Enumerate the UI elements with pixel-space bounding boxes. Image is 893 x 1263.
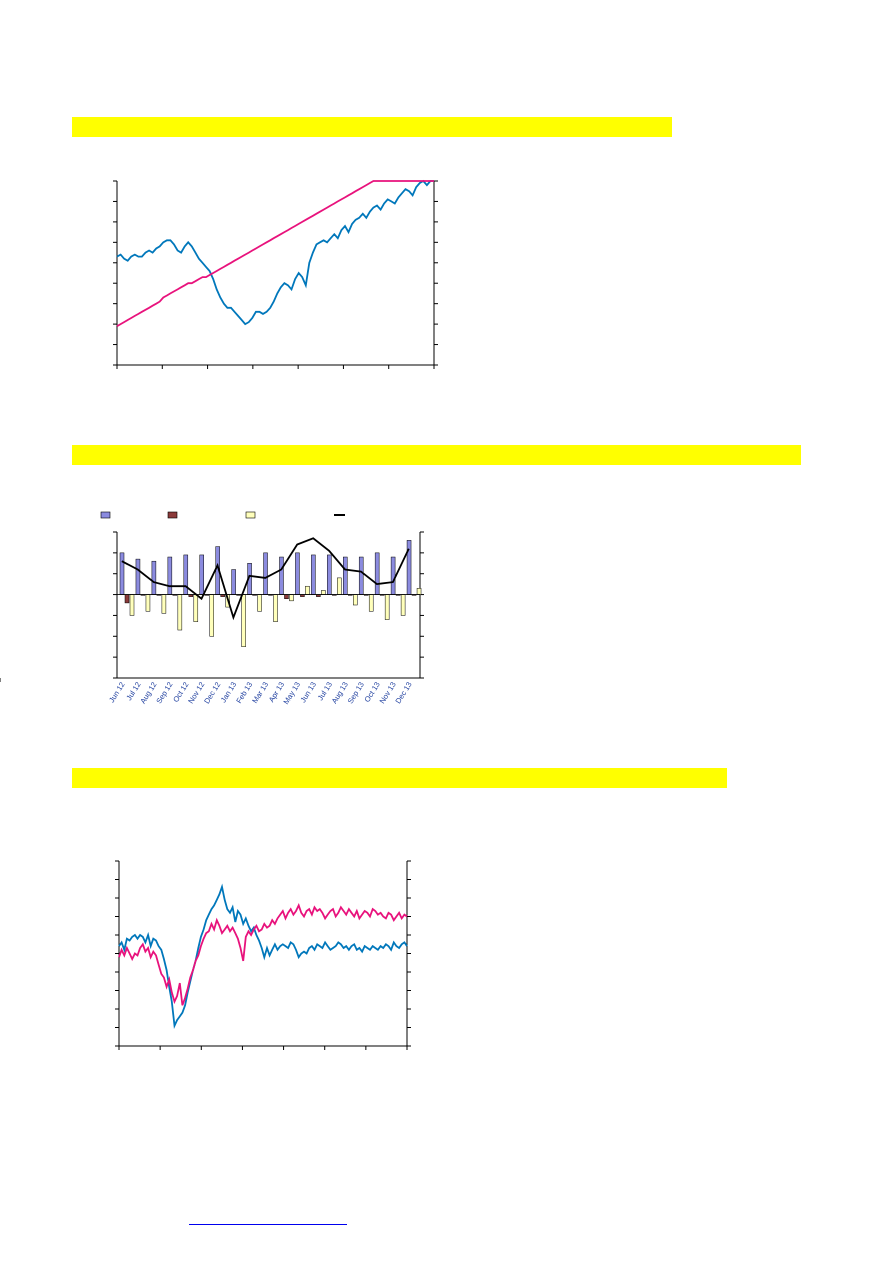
section-band-3 bbox=[72, 768, 727, 788]
chart2-bar-1-Jul-12 bbox=[135, 558, 141, 595]
chart2-bar-3-Jul-13 bbox=[337, 577, 342, 595]
chart2-bar-3-Aug-13 bbox=[353, 594, 358, 606]
footer-link[interactable] bbox=[189, 1210, 347, 1225]
chart3-series-1-line bbox=[118, 883, 408, 1029]
chart2-bar-3-Nov-13 bbox=[400, 594, 406, 616]
section-band-2 bbox=[72, 445, 801, 465]
chart2-bar-1-Jun-12 bbox=[119, 552, 125, 595]
chart2-bar-3-Oct-13 bbox=[384, 594, 390, 620]
chart2-legend-swatch-1 bbox=[100, 511, 111, 519]
chart2-bar-1-Aug-12 bbox=[151, 560, 157, 595]
chart2-bar-3-Feb-13 bbox=[257, 594, 262, 612]
chart2-bar-3-Sep-13 bbox=[368, 594, 374, 612]
chart2-bar-3-Oct-12 bbox=[193, 594, 199, 622]
chart2-bar-1-Nov-12 bbox=[199, 554, 204, 595]
chart2-bar-3-Dec-13 bbox=[416, 588, 422, 595]
chart2-legend-swatch-3 bbox=[245, 511, 256, 519]
chart2-bar-1-Dec-13 bbox=[406, 540, 412, 595]
chart2-bar-3-Jan-13 bbox=[241, 594, 246, 647]
chart2-bar-1-Oct-12 bbox=[183, 554, 189, 595]
chart2-bar-2-Apr-13 bbox=[284, 594, 289, 599]
chart1-series-2-line bbox=[116, 180, 434, 327]
chart2-x-tick-label: Mar 13 bbox=[250, 680, 270, 705]
chart2-bar-3-Sep-12 bbox=[177, 594, 183, 631]
chart2-bar-1-Nov-13 bbox=[390, 556, 396, 595]
chart2-bar-1-Jan-13 bbox=[231, 569, 236, 595]
chart2-x-tick-label: Dec 13 bbox=[393, 680, 413, 705]
chart2-legend-swatch-2 bbox=[167, 511, 178, 519]
chart2-bar-1-Jul-13 bbox=[327, 554, 332, 595]
chart2-bar-1-Mar-13 bbox=[263, 552, 268, 595]
chart2-bar-1-Sep-12 bbox=[167, 556, 173, 595]
chart2-bar-1-Jun-13 bbox=[311, 554, 316, 595]
chart2-x-tick-label: Sep 13 bbox=[346, 680, 366, 705]
chart2-bar-3-Mar-13 bbox=[273, 594, 278, 622]
chart2-line-series bbox=[121, 537, 410, 621]
chart2-bar-3-Aug-12 bbox=[161, 594, 167, 614]
chart2-x-tick-label: Jun 12 bbox=[107, 680, 127, 704]
chart1-series-1-line bbox=[116, 179, 434, 326]
chart2-x-tick-label: Jun 13 bbox=[298, 680, 318, 704]
chart2-bar-3-Apr-13 bbox=[289, 594, 294, 602]
chart2-bar-3-Jul-12 bbox=[145, 594, 151, 612]
chart3-series-2-line bbox=[118, 903, 408, 1006]
section-band-1 bbox=[72, 117, 672, 137]
chart2-bar-1-Aug-13 bbox=[343, 556, 348, 595]
chart2-bar-3-Nov-12 bbox=[209, 594, 214, 637]
chart2-bar-3-Jun-12 bbox=[129, 594, 135, 616]
chart2-bar-2-Jun-12 bbox=[124, 594, 130, 604]
chart2-bar-1-May-13 bbox=[295, 552, 300, 595]
chart2-x-tick-label: Dec 12 bbox=[202, 680, 222, 705]
chart2-bar-3-May-13 bbox=[305, 585, 310, 595]
chart2-x-tick-label: Sep 12 bbox=[154, 680, 174, 705]
chart2-bar-1-Apr-13 bbox=[279, 556, 284, 595]
chart2-bar-3-Jun-13 bbox=[321, 590, 326, 595]
chart2-bar-1-Sep-13 bbox=[358, 556, 364, 595]
chart2-bar-1-Oct-13 bbox=[374, 552, 380, 595]
